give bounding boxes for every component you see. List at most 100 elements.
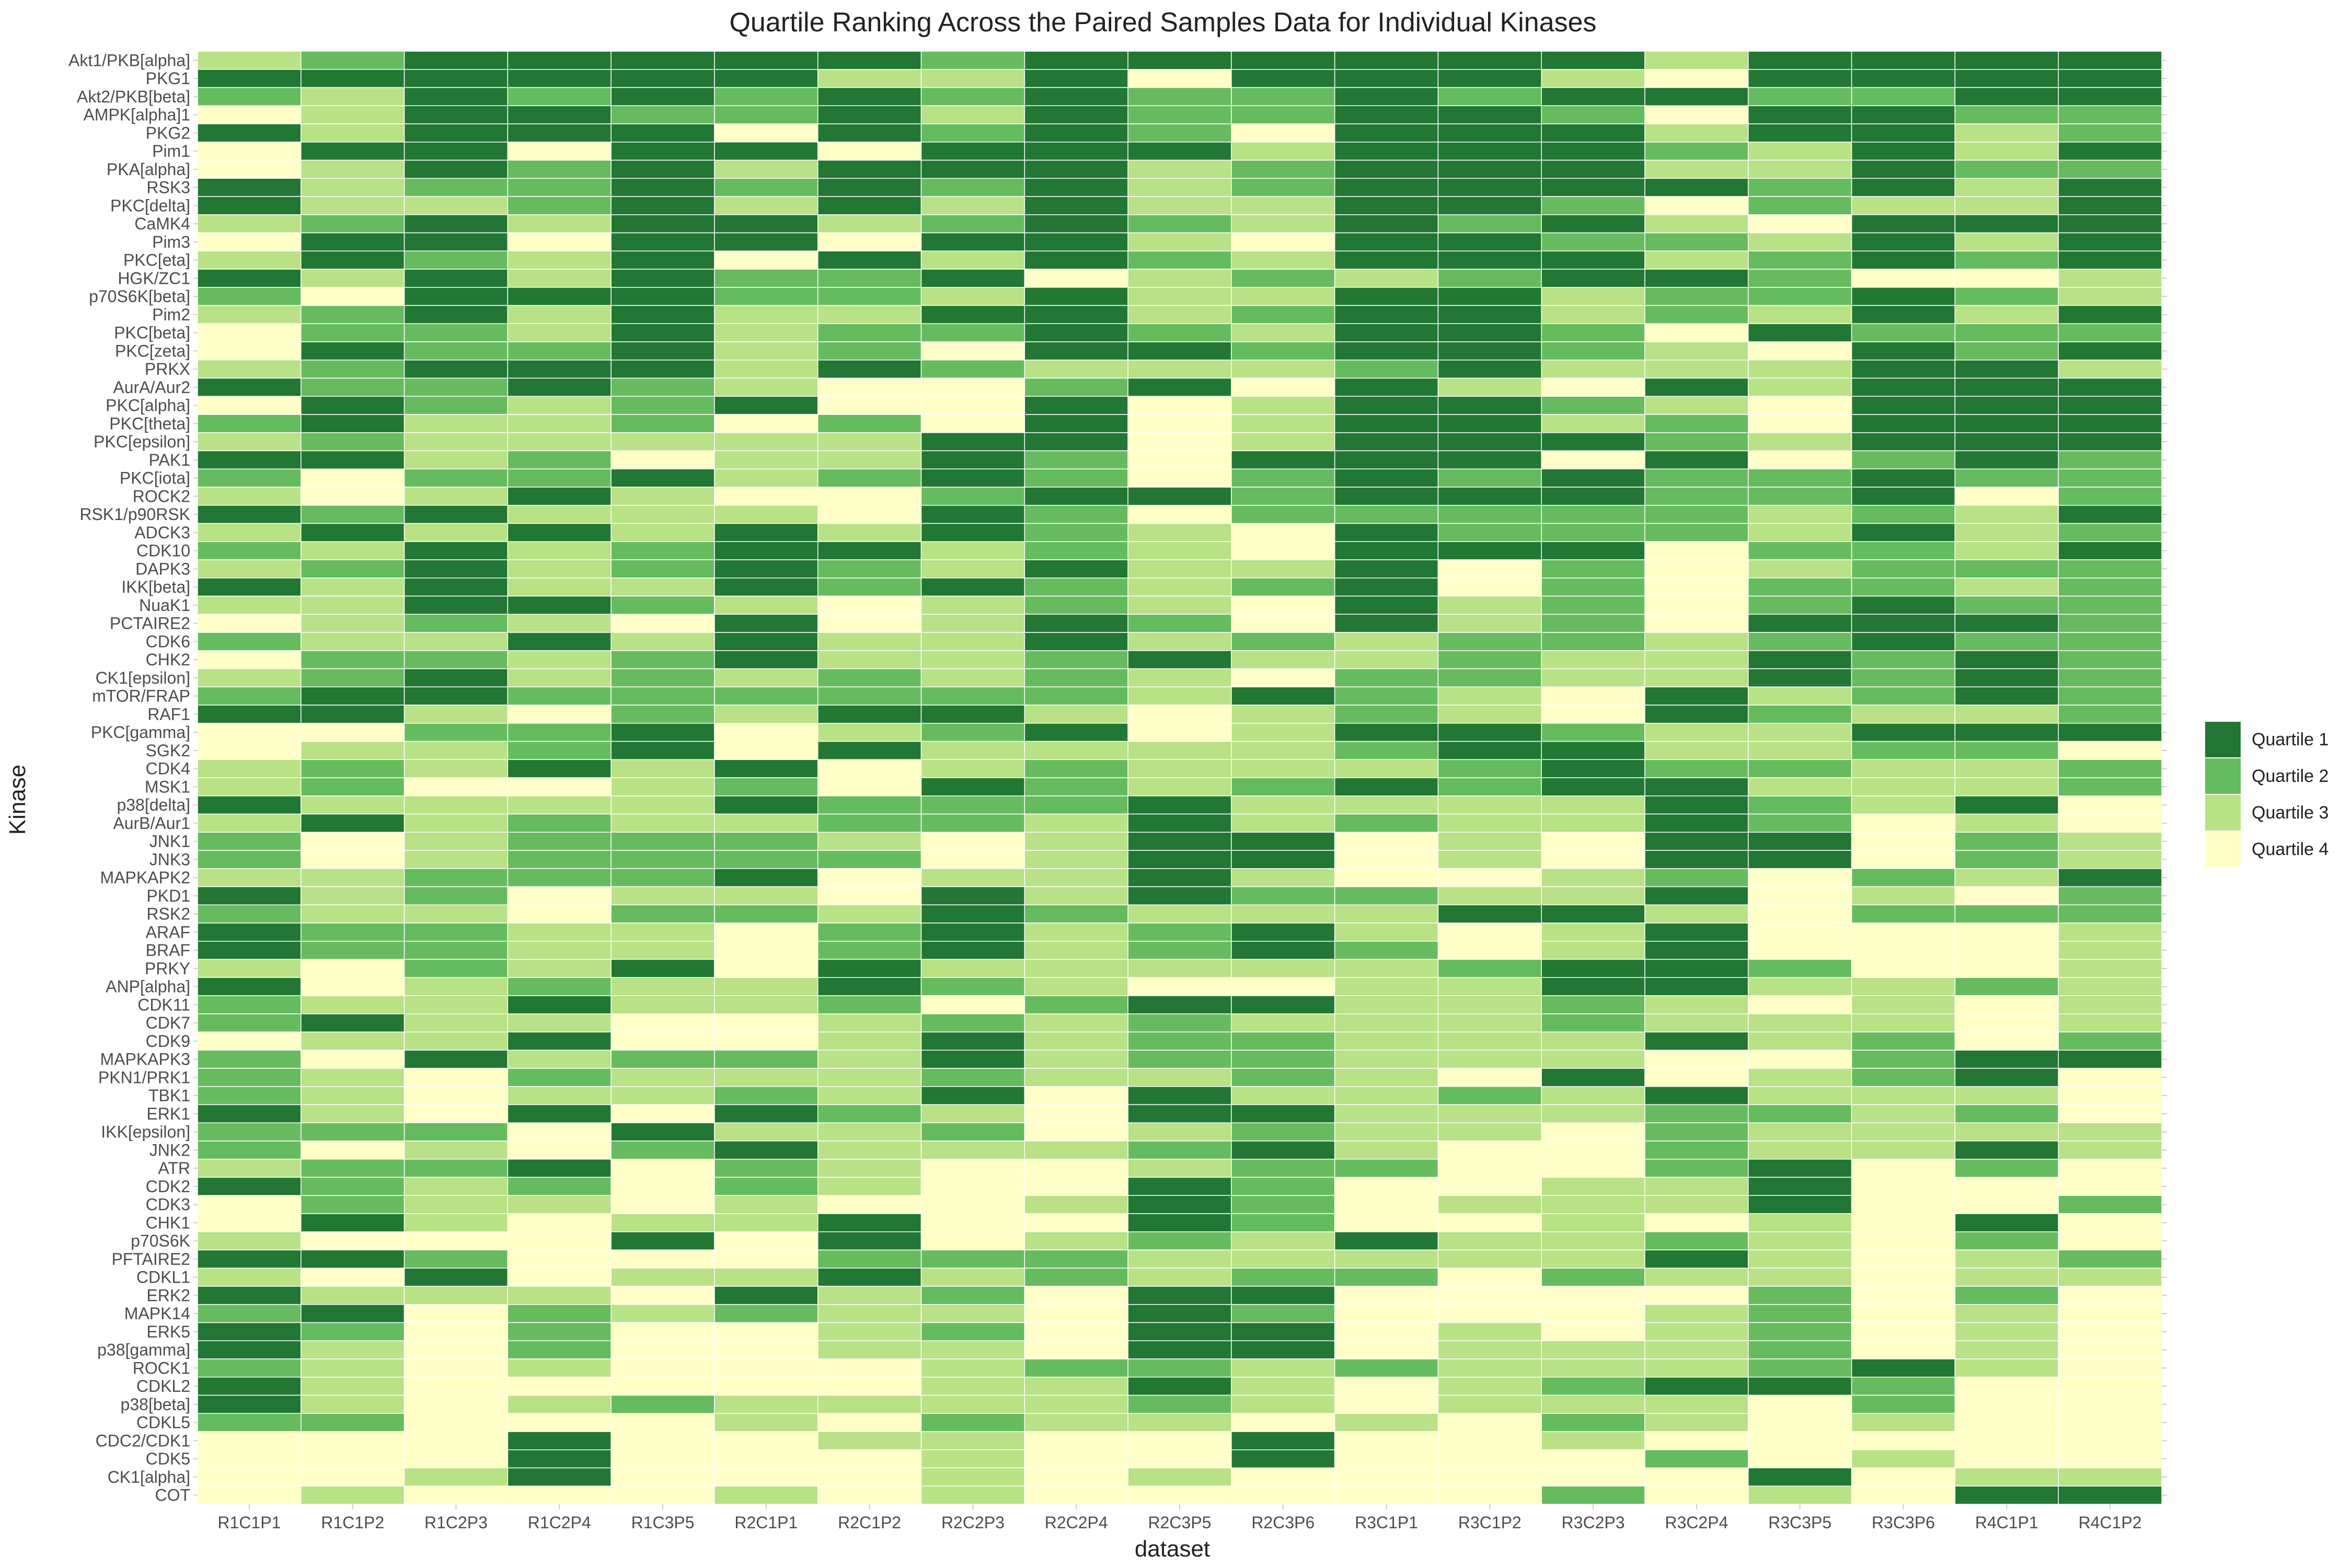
heatmap-cell — [1127, 759, 1232, 778]
heatmap-cell — [817, 741, 922, 760]
heatmap-cell — [1644, 1177, 1749, 1196]
heatmap-cell — [197, 305, 302, 324]
heatmap-cell — [817, 1068, 922, 1087]
heatmap-cell — [817, 959, 922, 978]
heatmap-cell — [301, 1467, 405, 1486]
heatmap-cell — [2058, 1267, 2162, 1287]
heatmap-cell — [2058, 832, 2162, 851]
heatmap-cell — [2058, 1050, 2162, 1069]
heatmap-cell — [507, 705, 612, 724]
y-tick-label: JNK1 — [149, 832, 190, 851]
y-tick-label: CDKL2 — [136, 1377, 190, 1396]
heatmap-cell — [1437, 305, 1542, 324]
heatmap-cell — [1127, 923, 1232, 942]
heatmap-cell — [1127, 377, 1232, 397]
heatmap-cell — [1851, 795, 1956, 815]
heatmap-cell — [507, 578, 612, 597]
heatmap-cell — [1437, 178, 1542, 197]
heatmap-cell — [403, 51, 509, 70]
heatmap-cell — [1954, 850, 2059, 869]
heatmap-cell — [817, 377, 922, 397]
heatmap-cell — [197, 360, 302, 379]
y-tick-label: mTOR/FRAP — [92, 687, 190, 706]
heatmap-cell — [817, 832, 922, 851]
heatmap-cell — [2058, 1340, 2162, 1359]
heatmap-cell — [197, 505, 302, 524]
heatmap-cell — [1851, 1340, 1956, 1359]
y-tick-label: Akt2/PKB[beta] — [77, 87, 190, 106]
heatmap-cell — [1541, 1159, 1645, 1178]
heatmap-cell — [1954, 686, 2059, 706]
heatmap-cell — [1541, 505, 1645, 524]
heatmap-cell — [714, 287, 818, 306]
heatmap-cell — [1231, 105, 1335, 124]
x-axis-title: dataset — [1135, 1536, 1210, 1562]
heatmap-cell — [817, 1413, 922, 1432]
heatmap-cell — [1644, 468, 1749, 488]
heatmap-cell — [610, 1394, 715, 1414]
heatmap-cell — [1541, 341, 1645, 361]
heatmap-cell — [1024, 1394, 1128, 1414]
heatmap-cell — [1748, 269, 1852, 288]
heatmap-cell — [1954, 1086, 2059, 1105]
heatmap-cell — [197, 1467, 302, 1486]
heatmap-cell — [1024, 377, 1128, 397]
heatmap-cell — [197, 250, 302, 270]
heatmap-cell — [920, 686, 1025, 706]
heatmap-cell — [1334, 705, 1439, 724]
heatmap-cell — [1334, 323, 1439, 342]
heatmap-cell — [507, 123, 612, 143]
heatmap-cell — [610, 977, 715, 996]
heatmap-cell — [301, 1340, 405, 1359]
heatmap-cell — [1024, 250, 1128, 270]
heatmap-cell — [1231, 269, 1335, 288]
heatmap-cell — [403, 1304, 509, 1323]
heatmap-cell — [1748, 196, 1852, 215]
y-tick-label: CDK9 — [146, 1032, 190, 1051]
heatmap-cell — [1541, 632, 1645, 651]
heatmap-cell — [1127, 614, 1232, 633]
heatmap-cell — [507, 523, 612, 542]
heatmap-cell — [403, 941, 509, 960]
heatmap-cell — [1851, 450, 1956, 469]
heatmap-cell — [2058, 69, 2162, 88]
heatmap-cell — [920, 795, 1025, 815]
heatmap-cell — [610, 614, 715, 633]
heatmap-cell — [610, 850, 715, 869]
heatmap-cell — [403, 541, 509, 560]
heatmap-cell — [817, 813, 922, 833]
heatmap-cell — [2058, 886, 2162, 905]
heatmap-cell — [610, 941, 715, 960]
heatmap-cell — [1851, 632, 1956, 651]
heatmap-cell — [1437, 269, 1542, 288]
heatmap-cell — [1851, 832, 1956, 851]
heatmap-cell — [1541, 1485, 1645, 1505]
heatmap-cell — [714, 123, 818, 143]
heatmap-cell — [1127, 1068, 1232, 1087]
heatmap-cell — [1127, 1449, 1232, 1469]
heatmap-cell — [817, 1286, 922, 1305]
heatmap-cell — [403, 1431, 509, 1450]
y-tick-label: TBK1 — [148, 1086, 190, 1105]
heatmap-cell — [1231, 414, 1335, 433]
heatmap-cell — [1437, 159, 1542, 179]
heatmap-cell — [507, 505, 612, 524]
heatmap-cell — [1127, 541, 1232, 560]
legend-label: Quartile 1 — [2252, 730, 2328, 750]
heatmap-cell — [197, 813, 302, 833]
heatmap-cell — [1748, 1195, 1852, 1214]
heatmap-cell — [1231, 1394, 1335, 1414]
heatmap-cell — [507, 1213, 612, 1232]
heatmap-cell — [1127, 723, 1232, 742]
heatmap-cell — [817, 450, 922, 469]
heatmap-cell — [1954, 705, 2059, 724]
heatmap-cell — [920, 959, 1025, 978]
heatmap-cell — [301, 1431, 405, 1450]
heatmap-cell — [1437, 505, 1542, 524]
heatmap-cell — [920, 196, 1025, 215]
heatmap-cell — [610, 450, 715, 469]
heatmap-cell — [197, 541, 302, 560]
heatmap-cell — [1748, 578, 1852, 597]
heatmap-cell — [1127, 1249, 1232, 1269]
heatmap-cell — [1541, 142, 1645, 161]
